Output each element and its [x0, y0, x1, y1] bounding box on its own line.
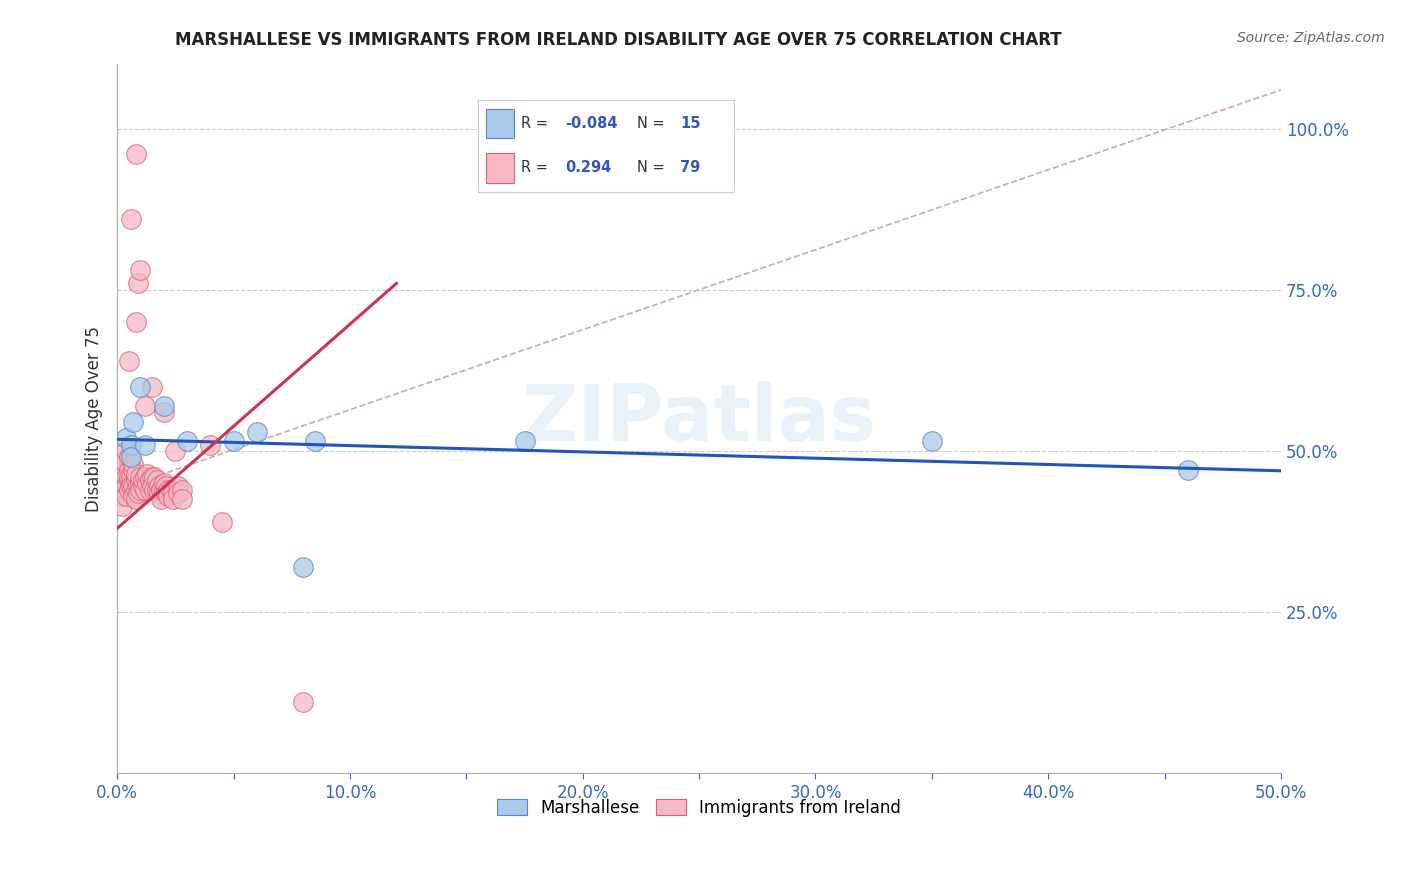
Point — [141, 379, 163, 393]
Point — [129, 470, 152, 484]
Point — [136, 467, 159, 481]
Text: MARSHALLESE VS IMMIGRANTS FROM IRELAND DISABILITY AGE OVER 75 CORRELATION CHART: MARSHALLESE VS IMMIGRANTS FROM IRELAND D… — [176, 31, 1062, 49]
Point — [127, 486, 149, 500]
Point — [118, 353, 141, 368]
Point — [112, 463, 135, 477]
Point — [108, 470, 131, 484]
Point — [166, 486, 188, 500]
Point — [134, 399, 156, 413]
Point — [162, 492, 184, 507]
Point — [120, 470, 142, 484]
Point — [141, 479, 163, 493]
Point — [176, 434, 198, 449]
Point — [134, 483, 156, 497]
Point — [125, 492, 148, 507]
Legend: Marshallese, Immigrants from Ireland: Marshallese, Immigrants from Ireland — [488, 790, 910, 825]
Point — [122, 415, 145, 429]
Point — [162, 486, 184, 500]
Point — [125, 315, 148, 329]
Point — [115, 470, 138, 484]
Point — [129, 476, 152, 491]
Point — [292, 696, 315, 710]
Point — [152, 405, 174, 419]
Point — [132, 473, 155, 487]
Point — [246, 425, 269, 439]
Point — [127, 277, 149, 291]
Text: ZIPatlas: ZIPatlas — [522, 381, 876, 457]
Point — [112, 483, 135, 497]
Point — [152, 399, 174, 413]
Point — [111, 467, 134, 481]
Point — [136, 476, 159, 491]
Point — [108, 457, 131, 471]
Point — [118, 473, 141, 487]
Point — [134, 470, 156, 484]
Point — [118, 483, 141, 497]
Point — [132, 479, 155, 493]
Point — [115, 444, 138, 458]
Point — [148, 486, 170, 500]
Point — [115, 489, 138, 503]
Point — [111, 479, 134, 493]
Point — [165, 444, 187, 458]
Point — [152, 476, 174, 491]
Point — [304, 434, 326, 449]
Point — [125, 473, 148, 487]
Point — [166, 479, 188, 493]
Point — [118, 450, 141, 465]
Point — [118, 470, 141, 484]
Point — [115, 431, 138, 445]
Point — [200, 437, 222, 451]
Point — [129, 263, 152, 277]
Point — [159, 483, 181, 497]
Point — [141, 470, 163, 484]
Point — [172, 492, 194, 507]
Point — [172, 483, 194, 497]
Point — [157, 483, 180, 497]
Point — [145, 483, 167, 497]
Y-axis label: Disability Age Over 75: Disability Age Over 75 — [86, 326, 103, 512]
Point — [152, 483, 174, 497]
Point — [148, 479, 170, 493]
Point — [127, 479, 149, 493]
Point — [125, 467, 148, 481]
Point — [129, 483, 152, 497]
Point — [1177, 463, 1199, 477]
Point — [122, 479, 145, 493]
Point — [120, 211, 142, 226]
Point — [292, 560, 315, 574]
Point — [211, 515, 233, 529]
Point — [111, 489, 134, 503]
Point — [139, 473, 162, 487]
Point — [129, 379, 152, 393]
Point — [112, 453, 135, 467]
Point — [111, 499, 134, 513]
Point — [134, 437, 156, 451]
Point — [143, 470, 166, 484]
Point — [122, 457, 145, 471]
Point — [125, 147, 148, 161]
Point — [120, 450, 142, 465]
Point — [921, 434, 943, 449]
Point — [122, 489, 145, 503]
Point — [155, 486, 177, 500]
Point — [513, 434, 536, 449]
Point — [145, 473, 167, 487]
Point — [120, 476, 142, 491]
Point — [157, 489, 180, 503]
Point — [139, 483, 162, 497]
Point — [112, 473, 135, 487]
Point — [143, 483, 166, 497]
Point — [125, 483, 148, 497]
Point — [150, 492, 173, 507]
Point — [115, 479, 138, 493]
Point — [222, 434, 245, 449]
Point — [150, 483, 173, 497]
Point — [122, 463, 145, 477]
Point — [120, 437, 142, 451]
Text: Source: ZipAtlas.com: Source: ZipAtlas.com — [1237, 31, 1385, 45]
Point — [120, 479, 142, 493]
Point — [118, 463, 141, 477]
Point — [155, 479, 177, 493]
